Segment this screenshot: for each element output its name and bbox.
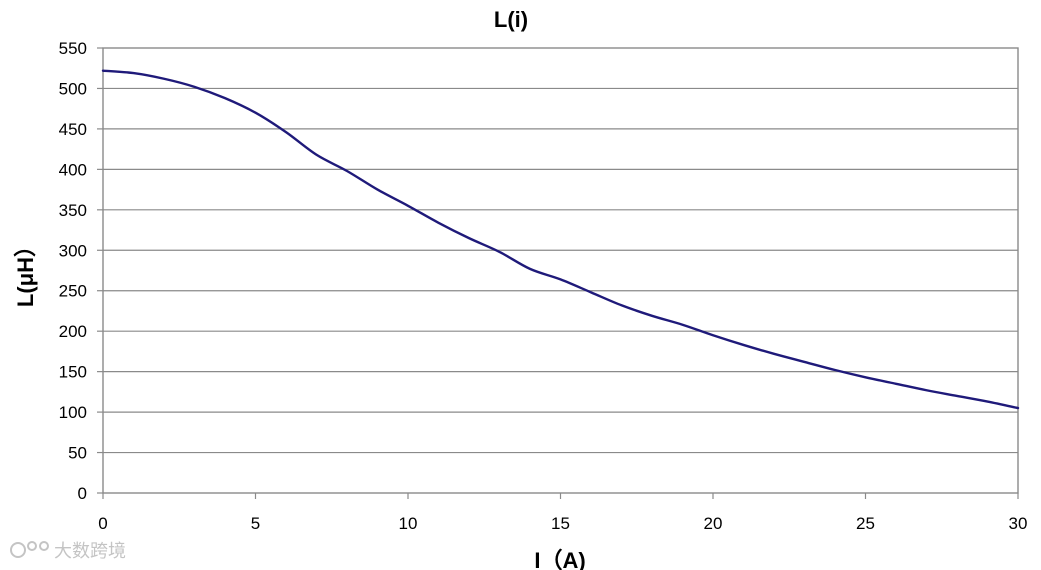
y-tick-label: 150 xyxy=(59,363,87,382)
watermark-text: 大数跨境 xyxy=(54,541,126,562)
y-tick-label: 0 xyxy=(78,484,87,503)
y-tick-label: 200 xyxy=(59,322,87,341)
watermark: 大数跨境 xyxy=(10,541,126,562)
y-tick-label: 350 xyxy=(59,201,87,220)
x-tick-label: 25 xyxy=(856,514,875,533)
x-tick-label: 0 xyxy=(98,514,107,533)
watermark-logo-icon xyxy=(10,541,49,558)
series-line xyxy=(101,69,1020,410)
y-tick-label: 300 xyxy=(59,241,87,260)
y-tick-label: 550 xyxy=(59,39,87,58)
y-tick-labels: 0 50 100 150 200 250 300 350 400 450 500 550 xyxy=(59,39,87,503)
plot-frame xyxy=(102,47,1019,494)
y-axis-label: L(μH） xyxy=(13,235,38,307)
chart-title: L(i) xyxy=(494,7,528,32)
x-tick-label: 15 xyxy=(551,514,570,533)
y-tick-label: 500 xyxy=(59,79,87,98)
gridlines xyxy=(97,47,1019,499)
y-tick-label: 400 xyxy=(59,160,87,179)
x-axis-label: I（A) xyxy=(534,548,585,570)
x-tick-labels: 0 5 10 15 20 25 30 xyxy=(98,514,1027,533)
series-layer xyxy=(101,69,1020,410)
y-tick-label: 450 xyxy=(59,120,87,139)
x-tick-label: 5 xyxy=(251,514,260,533)
x-tick-label: 20 xyxy=(704,514,723,533)
y-tick-label: 100 xyxy=(59,403,87,422)
y-tick-label: 50 xyxy=(68,444,87,463)
x-tick-label: 30 xyxy=(1009,514,1028,533)
x-tick-label: 10 xyxy=(399,514,418,533)
y-tick-label: 250 xyxy=(59,282,87,301)
